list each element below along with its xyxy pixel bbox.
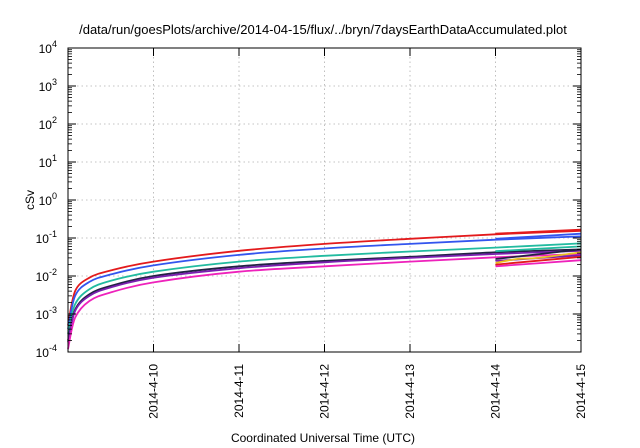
- series-line-2: [67, 235, 582, 330]
- y-tick-label: 10-4: [36, 343, 57, 360]
- series-line-6: [67, 253, 582, 350]
- y-tick-label: 10-1: [36, 229, 57, 246]
- y-tick-label: 103: [39, 77, 57, 94]
- x-axis-label: Coordinated Universal Time (UTC): [231, 431, 415, 445]
- series-line-5: [67, 249, 582, 343]
- y-tick-label: 104: [39, 39, 57, 56]
- x-tick-label: 2014-4-13: [403, 364, 417, 419]
- series-line-8: [495, 232, 582, 240]
- series-line-9: [495, 245, 582, 253]
- y-tick-label: 100: [39, 191, 57, 208]
- ticks: [68, 47, 582, 353]
- chart-title: /data/run/goesPlots/archive/2014-04-15/f…: [79, 22, 567, 37]
- x-tick-label: 2014-4-11: [232, 364, 246, 418]
- series-line-10: [495, 248, 582, 260]
- y-tick-label: 10-2: [36, 267, 57, 284]
- y-axis-label: cSv: [23, 190, 37, 210]
- series-line-13: [495, 251, 582, 264]
- series-line-3: [67, 242, 582, 335]
- y-tick-label: 101: [39, 153, 57, 170]
- y-tick-labels: 10-4 10-3 10-2 10-1 100 101 102 103 104: [36, 39, 57, 360]
- series-line-1: [67, 229, 582, 326]
- x-tick-label: 2014-4-14: [489, 364, 503, 419]
- series-line-7: [495, 228, 582, 235]
- x-tick-label: 2014-4-10: [147, 364, 161, 419]
- series-line-14: [495, 255, 582, 266]
- y-tick-label: 10-3: [36, 305, 57, 322]
- x-tick-label: 2014-4-12: [318, 364, 332, 419]
- x-tick-label: 2014-4-15: [574, 364, 588, 419]
- grid: [68, 48, 581, 352]
- series-line-4: [67, 248, 582, 341]
- series-layer: [67, 228, 582, 350]
- y-tick-label: 102: [39, 115, 57, 132]
- series-line-12: [495, 259, 582, 268]
- x-tick-labels: 2014-4-10 2014-4-11 2014-4-12 2014-4-13 2014…: [147, 364, 589, 419]
